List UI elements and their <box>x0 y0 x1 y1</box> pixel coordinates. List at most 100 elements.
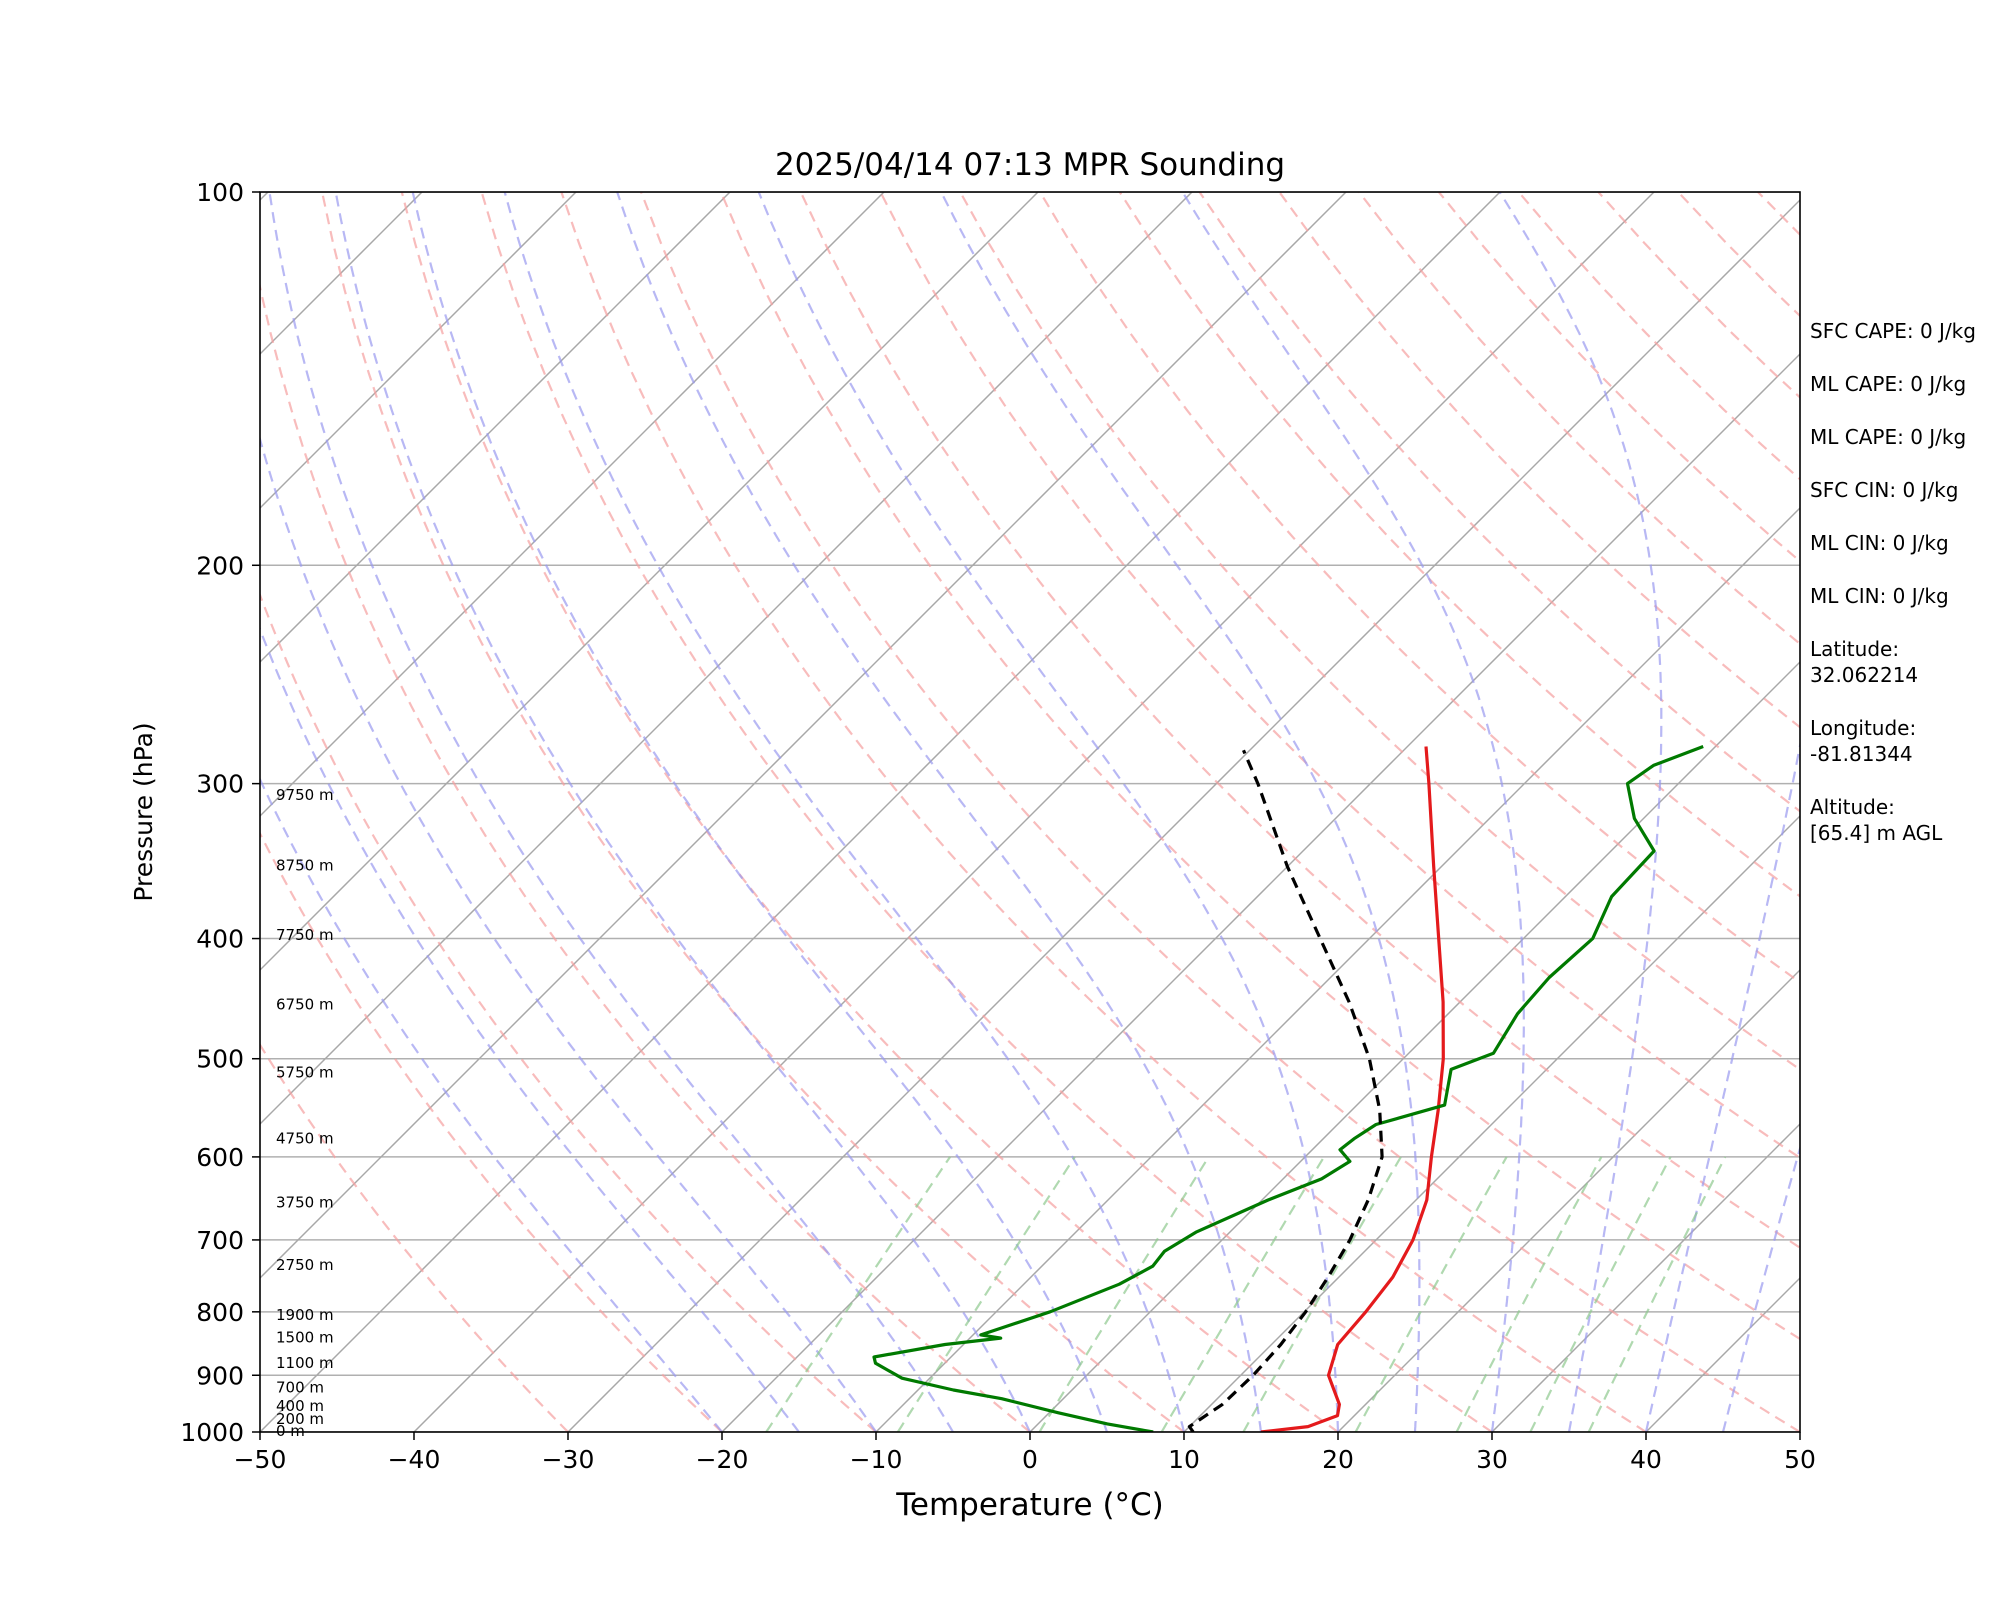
isotherm-line <box>0 192 114 1432</box>
y-tick-label: 300 <box>196 770 244 799</box>
y-tick-label: 1000 <box>180 1418 244 1447</box>
moist-adiabat-line <box>260 776 723 1432</box>
dry-adiabat-line <box>879 192 1800 1160</box>
isotherm-line <box>413 192 1655 1432</box>
x-tick-label: 40 <box>1630 1445 1662 1474</box>
isotherm-line <box>260 192 577 510</box>
height-label: 1500 m <box>276 1329 334 1347</box>
height-label: 400 m <box>276 1397 324 1415</box>
height-label: 5750 m <box>276 1064 334 1082</box>
x-tick-label: 0 <box>1022 1445 1038 1474</box>
height-label: 4750 m <box>276 1130 334 1148</box>
x-axis-label: Temperature (°C) <box>895 1487 1164 1523</box>
mixing-ratio-line <box>1587 1156 1727 1432</box>
x-tick-label: 30 <box>1476 1445 1508 1474</box>
moist-adiabat-line <box>1721 1144 1800 1432</box>
x-tick-label: −20 <box>696 1445 749 1474</box>
isotherm-line <box>260 192 1193 1126</box>
x-tick-label: 20 <box>1322 1445 1354 1474</box>
y-tick-label: 500 <box>196 1045 244 1074</box>
mixing-ratio-line <box>1038 1156 1210 1432</box>
temperature-profile-line <box>1260 746 1445 1432</box>
dry-adiabat-line <box>260 1042 569 1432</box>
isotherm-line <box>875 506 1800 1432</box>
plot-frame <box>259 191 1801 1433</box>
mixing-ratio-line <box>1455 1156 1603 1432</box>
x-axis: −50 −40 −30 −20 −10 0 10 20 30 40 50 <box>234 1432 1816 1474</box>
y-tick-label: 700 <box>196 1226 244 1255</box>
mixing-ratio-line <box>896 1156 1076 1432</box>
y-tick-label: 800 <box>196 1298 244 1327</box>
isotherm-line <box>1183 814 1800 1432</box>
height-label: 700 m <box>276 1378 324 1396</box>
x-tick-label: 50 <box>1784 1445 1816 1474</box>
altitude-block: Altitude: [65.4] m AGL <box>1810 794 1995 846</box>
moist-adiabat-line <box>260 626 800 1432</box>
x-tick-label: −10 <box>850 1445 903 1474</box>
height-label: 2750 m <box>276 1256 334 1274</box>
dry-adiabat-line <box>480 192 1493 1432</box>
isotherm-line <box>260 192 1347 1280</box>
y-tick-label: 200 <box>196 551 244 580</box>
ml-cape-text-2: ML CAPE: 0 J/kg <box>1810 425 1967 449</box>
y-tick-label: 100 <box>196 178 244 207</box>
isotherm-line <box>1029 660 1800 1432</box>
y-tick-label: 600 <box>196 1143 244 1172</box>
y-tick-label: 400 <box>196 925 244 954</box>
dry-adiabat-line <box>799 192 1800 1250</box>
ml-cin-text-2: ML CIN: 0 J/kg <box>1810 584 1949 608</box>
mixing-ratio-line <box>1529 1156 1672 1432</box>
moist-adiabat-line <box>411 192 1109 1432</box>
height-label: 1900 m <box>276 1306 334 1324</box>
moist-adiabat-line <box>334 192 1031 1432</box>
parcel-profile-line <box>1187 749 1384 1432</box>
height-label: 200 m <box>276 1410 324 1428</box>
moist-adiabat-line <box>268 192 954 1432</box>
moist-adiabat-line <box>1181 192 1525 1432</box>
altitude-label: Altitude: <box>1810 795 1895 819</box>
moist-adiabat-line <box>757 192 1340 1432</box>
mixing-ratio-line <box>765 1156 952 1432</box>
dry-adiabat-line <box>260 592 877 1432</box>
isotherm-line <box>260 192 885 818</box>
mixing-ratio-line <box>1354 1156 1508 1432</box>
height-label: 6750 m <box>276 996 334 1014</box>
isotherm-line <box>567 198 1800 1432</box>
dry-adiabat-line <box>959 192 1800 1071</box>
moist-adiabat-line <box>1498 192 1663 1432</box>
height-label: 0 m <box>276 1422 305 1440</box>
longitude-block: Longitude: -81.81344 <box>1810 715 1995 767</box>
moist-adiabat-line <box>616 192 1263 1432</box>
moist-adiabat-line <box>503 192 1186 1432</box>
x-tick-label: −50 <box>234 1445 287 1474</box>
y-axis-label: Pressure (hPa) <box>129 722 158 901</box>
x-tick-label: −40 <box>388 1445 441 1474</box>
dry-adiabat-line <box>260 831 723 1432</box>
background-lines <box>0 192 1800 1432</box>
latitude-block: Latitude: 32.062214 <box>1810 636 1995 688</box>
isotherm-line <box>260 192 1039 972</box>
dry-adiabat-line <box>260 281 1031 1432</box>
latitude-label: Latitude: <box>1810 637 1900 661</box>
dry-adiabat-line <box>640 192 1800 1432</box>
isotherm-line <box>260 192 731 664</box>
series-lines <box>872 745 1704 1432</box>
altitude-value: [65.4] m AGL <box>1810 821 1943 845</box>
moist-adiabat-line <box>260 435 877 1432</box>
x-tick-label: −30 <box>542 1445 595 1474</box>
height-label: 7750 m <box>276 926 334 944</box>
dry-adiabat-line <box>400 192 1339 1432</box>
dry-adiabat-line <box>321 192 1185 1432</box>
isotherm-line <box>1337 968 1800 1432</box>
mixing-ratio-line <box>1242 1156 1402 1432</box>
sounding-info-panel: SFC CAPE: 0 J/kg ML CAPE: 0 J/kg ML CAPE… <box>1810 318 1995 873</box>
ml-cin-text: ML CIN: 0 J/kg <box>1810 531 1949 555</box>
height-label: 3750 m <box>276 1193 334 1211</box>
mixing-ratio-line <box>1160 1156 1325 1432</box>
dry-adiabat-line <box>719 192 1800 1341</box>
chart-title: 2025/04/14 07:13 MPR Sounding <box>775 147 1285 183</box>
height-label: 1100 m <box>276 1354 334 1372</box>
latitude-value: 32.062214 <box>1810 663 1919 687</box>
